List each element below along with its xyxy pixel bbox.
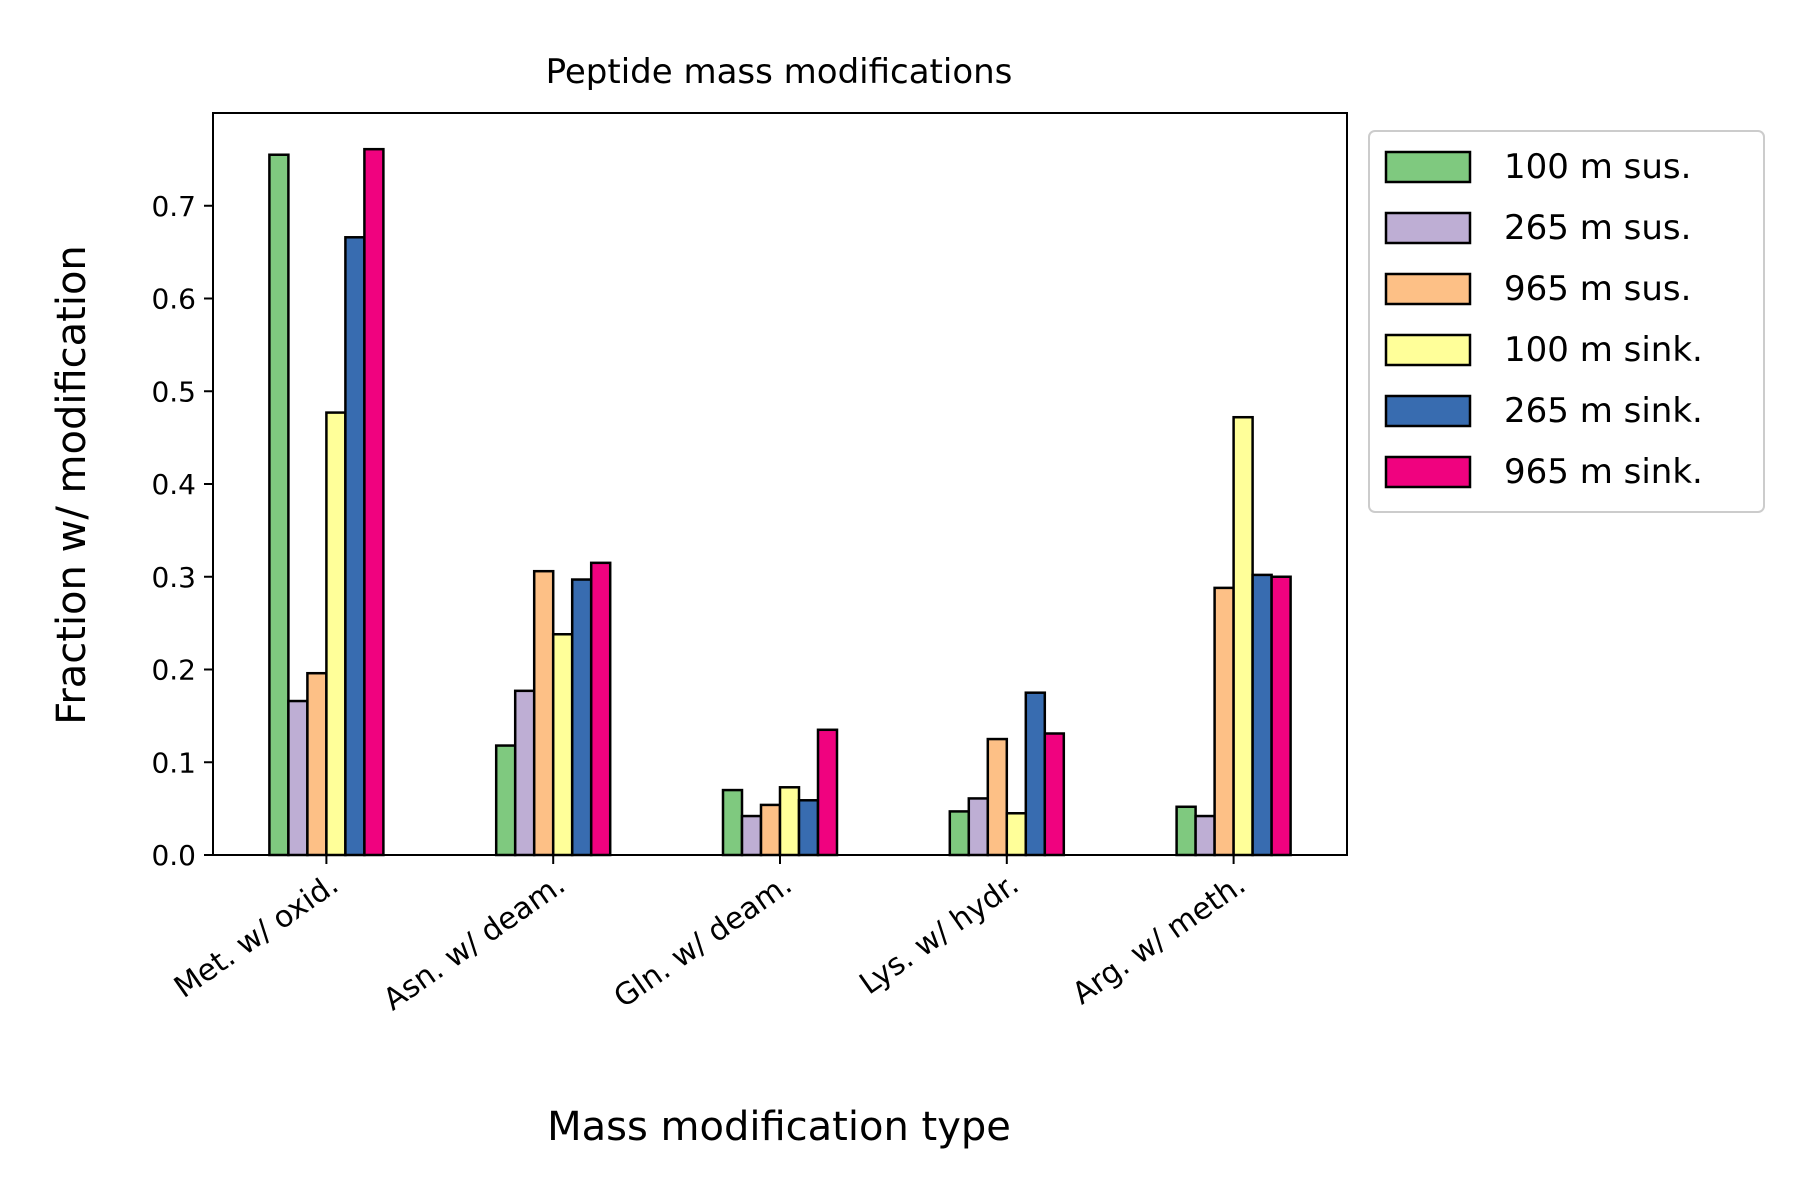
legend-swatch [1384,333,1472,367]
bar-1-1 [268,153,290,857]
y-tick-label: 0.6 [151,283,196,316]
bar-2-4 [967,797,990,857]
legend-swatch [1384,150,1472,184]
bar-5-2 [570,578,593,857]
legend-label: 965 m sus. [1504,269,1691,309]
legend-swatch [1384,211,1472,245]
legend-label: 265 m sink. [1504,391,1703,431]
x-axis: Met. w/ oxid. Asn. w/ deam. Gln. w/ deam. L… [168,855,1252,1018]
y-tick-label: 0.1 [151,746,196,779]
legend-label: 100 m sus. [1504,147,1691,187]
legend-swatch [1384,272,1472,306]
bar-1-5 [1175,805,1197,857]
bar-2-1 [287,699,309,857]
x-tick-label: Lys. w/ hydr. [853,867,1025,1002]
bar-5-5 [1251,573,1273,857]
bar-3-2 [532,569,555,857]
y-tick-label: 0.2 [151,654,196,687]
y-tick-label: 0.3 [151,561,196,594]
plot-area [212,112,1348,857]
bar-6-3 [816,728,839,857]
y-tick-label: 0.0 [151,839,196,872]
legend-swatch [1384,455,1472,489]
bar-1-4 [948,810,971,857]
y-axis-label: Fraction w/ modification [49,245,95,725]
bar-6-2 [589,561,612,857]
x-tick-label: Met. w/ oxid. [168,867,345,1005]
y-tick-label: 0.7 [151,190,196,223]
legend: 100 m sus. 265 m sus. 965 m sus. 100 m sink… [1368,130,1765,513]
bar-4-1 [325,411,347,857]
x-axis-label: Mass modification type [547,1104,1011,1150]
x-tick-label: Arg. w/ meth. [1066,867,1252,1012]
bar-5-1 [344,236,366,857]
bar-4-3 [778,786,801,857]
bar-3-4 [986,737,1009,857]
legend-label: 265 m sus. [1504,208,1691,248]
y-tick-label: 0.5 [151,375,196,408]
bar-6-1 [363,147,385,857]
bar-2-2 [513,689,536,857]
legend-label: 965 m sink. [1504,452,1703,492]
x-tick-label: Asn. w/ deam. [377,867,572,1018]
y-tick-label: 0.4 [151,468,196,501]
bar-3-5 [1213,586,1235,857]
bar-4-4 [1005,812,1028,857]
bar-1-2 [494,744,517,857]
bar-3-1 [306,671,328,857]
bar-5-4 [1024,691,1047,857]
bar-2-3 [740,814,763,857]
bar-6-4 [1043,732,1066,857]
bar-1-3 [721,788,744,857]
bar-5-3 [797,799,820,857]
legend-label: 100 m sink. [1504,330,1703,370]
chart-title: Peptide mass modifications [546,52,1013,92]
bar-3-3 [759,803,782,857]
y-axis: 0.0 0.1 0.2 0.3 0.4 0.5 0.6 0.7 [151,190,213,872]
legend-swatch [1384,394,1472,428]
bar-4-5 [1232,415,1254,857]
bar-2-5 [1194,814,1216,857]
bar-6-5 [1270,575,1292,857]
x-tick-label: Gln. w/ deam. [608,867,799,1015]
bar-4-2 [551,633,574,857]
